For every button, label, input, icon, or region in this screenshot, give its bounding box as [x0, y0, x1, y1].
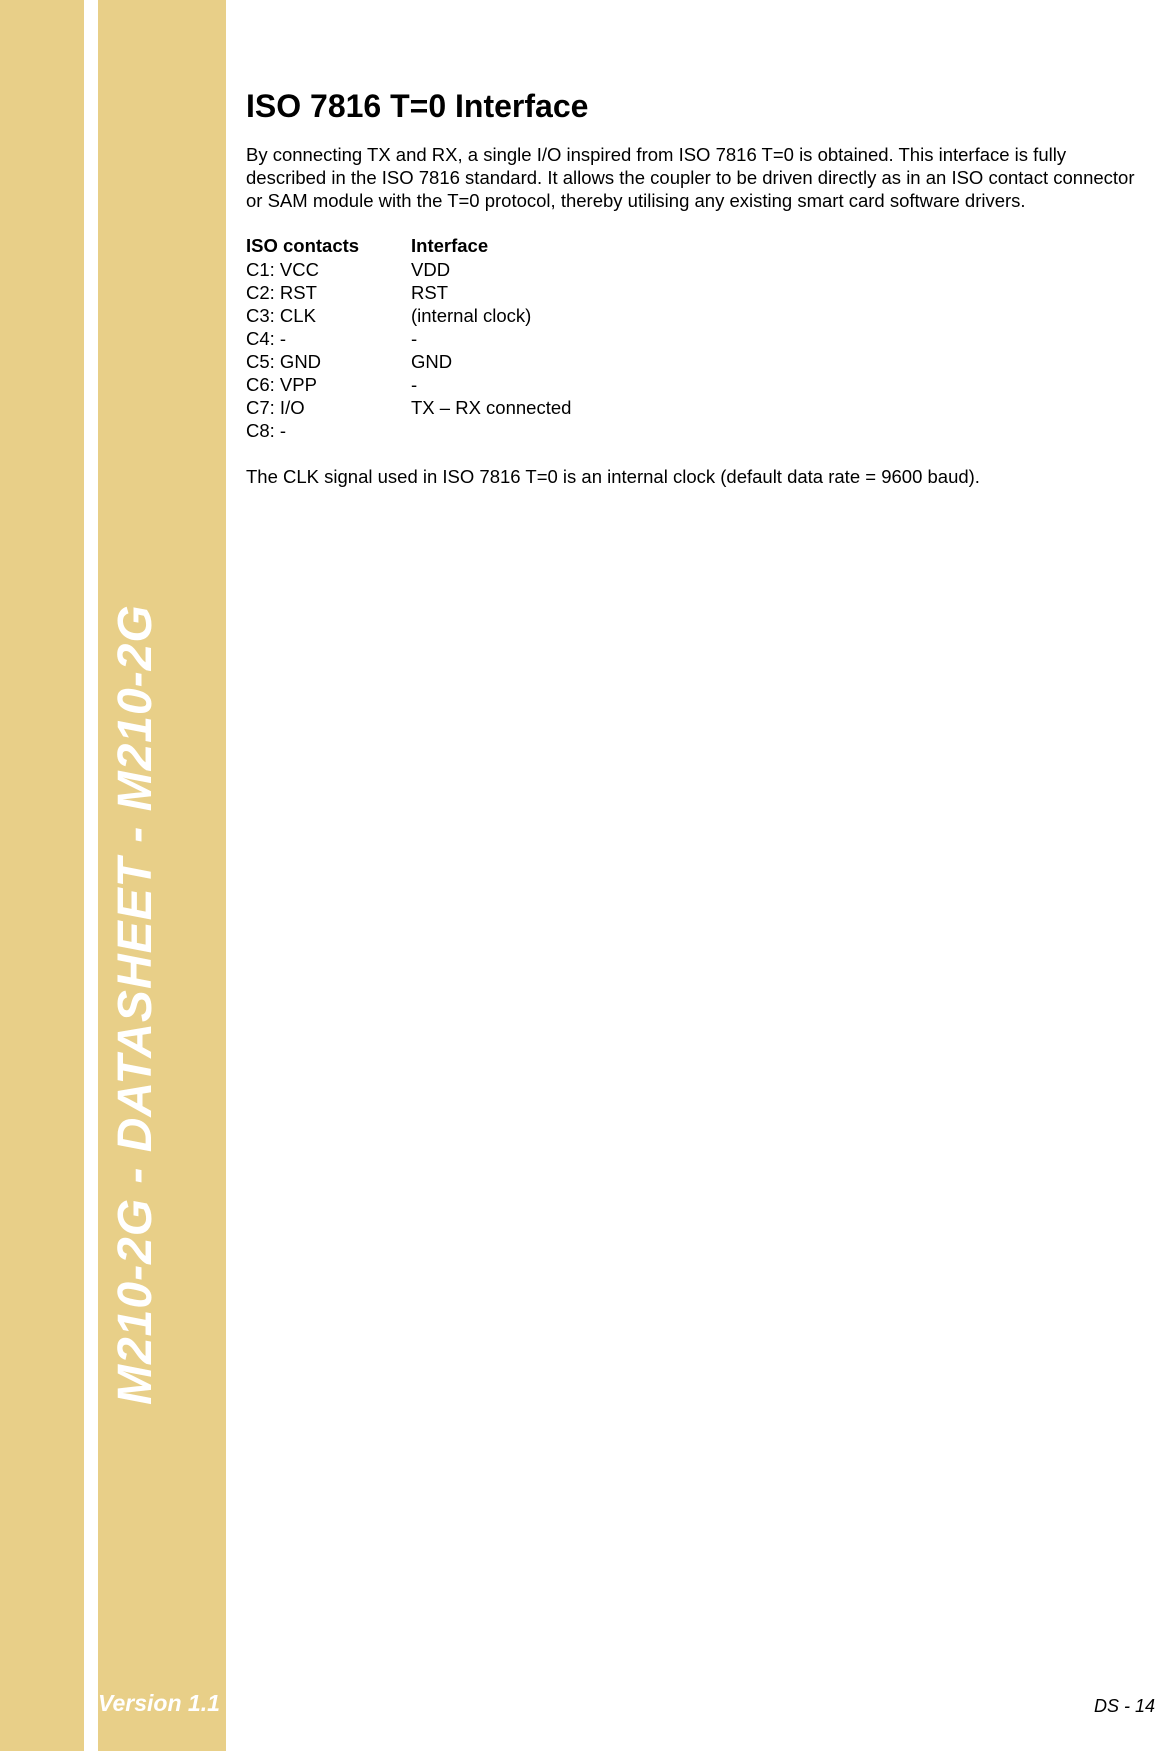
sidebar-title: M210-2G - DATASHEET - M210-2G [108, 604, 163, 1405]
table-header-iso-contacts: ISO contacts [246, 234, 411, 257]
table-cell-contact: C6: VPP [246, 373, 411, 396]
main-content: ISO 7816 T=0 Interface By connecting TX … [246, 88, 1146, 510]
table-cell-contact: C2: RST [246, 281, 411, 304]
table-row: C2: RST RST [246, 281, 1146, 304]
table-row: C8: - [246, 419, 1146, 442]
table-row: C3: CLK (internal clock) [246, 304, 1146, 327]
table-cell-contact: C8: - [246, 419, 411, 442]
page-title: ISO 7816 T=0 Interface [246, 88, 1146, 125]
table-cell-interface: VDD [411, 258, 1146, 281]
table-cell-interface: RST [411, 281, 1146, 304]
table-cell-interface [411, 419, 1146, 442]
sidebar-stripe-left [0, 0, 84, 1751]
page-number: DS - 14 [1094, 1696, 1155, 1717]
table-cell-contact: C3: CLK [246, 304, 411, 327]
table-cell-contact: C1: VCC [246, 258, 411, 281]
intro-paragraph: By connecting TX and RX, a single I/O in… [246, 143, 1146, 212]
table-row: C1: VCC VDD [246, 258, 1146, 281]
table-cell-contact: C4: - [246, 327, 411, 350]
table-cell-contact: C5: GND [246, 350, 411, 373]
table-header-row: ISO contacts Interface [246, 234, 1146, 257]
table-cell-interface: - [411, 327, 1146, 350]
table-row: C5: GND GND [246, 350, 1146, 373]
table-row: C6: VPP - [246, 373, 1146, 396]
table-cell-interface: TX – RX connected [411, 396, 1146, 419]
table-cell-interface: - [411, 373, 1146, 396]
table-row: C7: I/O TX – RX connected [246, 396, 1146, 419]
table-row: C4: - - [246, 327, 1146, 350]
version-label: Version 1.1 [98, 1690, 220, 1717]
footer-note: The CLK signal used in ISO 7816 T=0 is a… [246, 465, 1146, 488]
table-header-interface: Interface [411, 234, 1146, 257]
table-cell-contact: C7: I/O [246, 396, 411, 419]
table-cell-interface: (internal clock) [411, 304, 1146, 327]
contacts-table: ISO contacts Interface C1: VCC VDD C2: R… [246, 234, 1146, 442]
table-cell-interface: GND [411, 350, 1146, 373]
